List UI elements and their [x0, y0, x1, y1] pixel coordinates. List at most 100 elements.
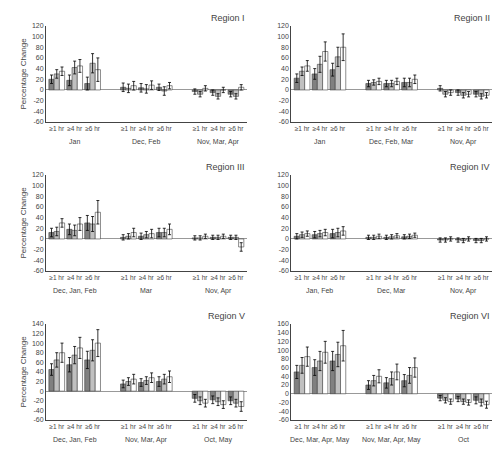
- svg-text:60: 60: [281, 364, 289, 371]
- svg-text:≥1 hr: ≥1 hr: [121, 423, 137, 430]
- svg-text:Region V: Region V: [208, 311, 245, 321]
- svg-text:Jan: Jan: [314, 138, 325, 145]
- svg-text:40: 40: [281, 214, 289, 221]
- svg-text:Dec, Jan, Feb: Dec, Jan, Feb: [53, 436, 97, 443]
- svg-text:Nov, Mar, Apr: Nov, Mar, Apr: [197, 138, 240, 146]
- svg-text:Percentage Change: Percentage Change: [19, 38, 28, 110]
- svg-text:≥1 hr: ≥1 hr: [295, 125, 311, 132]
- svg-text:≥6 hr: ≥6 hr: [85, 423, 101, 430]
- svg-text:80: 80: [36, 44, 44, 51]
- svg-text:≥1 hr: ≥1 hr: [438, 125, 454, 132]
- svg-text:160: 160: [277, 320, 289, 327]
- svg-text:40: 40: [36, 214, 44, 221]
- svg-text:≥6 hr: ≥6 hr: [474, 423, 490, 430]
- svg-text:≥4 hr: ≥4 hr: [139, 125, 155, 132]
- svg-text:120: 120: [32, 330, 44, 337]
- svg-text:-20: -20: [33, 246, 43, 253]
- svg-text:≥4 hr: ≥4 hr: [211, 274, 227, 281]
- svg-text:100: 100: [277, 33, 289, 40]
- svg-text:60: 60: [36, 359, 44, 366]
- svg-text:≥4 hr: ≥4 hr: [211, 423, 227, 430]
- svg-text:100: 100: [32, 182, 44, 189]
- svg-text:0: 0: [285, 390, 289, 397]
- svg-text:20: 20: [281, 76, 289, 83]
- svg-text:0: 0: [285, 235, 289, 242]
- svg-text:≥1 hr: ≥1 hr: [366, 274, 382, 281]
- svg-text:≥1 hr: ≥1 hr: [193, 125, 209, 132]
- svg-text:≥6 hr: ≥6 hr: [402, 125, 418, 132]
- svg-text:≥6 hr: ≥6 hr: [229, 423, 245, 430]
- svg-text:0: 0: [40, 86, 44, 93]
- svg-text:-60: -60: [279, 416, 289, 423]
- svg-text:≥4 hr: ≥4 hr: [384, 274, 400, 281]
- svg-text:120: 120: [32, 171, 44, 178]
- svg-text:≥6 hr: ≥6 hr: [330, 274, 346, 281]
- svg-text:≥1 hr: ≥1 hr: [193, 423, 209, 430]
- svg-text:≥4 hr: ≥4 hr: [139, 274, 155, 281]
- svg-text:-40: -40: [279, 257, 289, 264]
- svg-text:80: 80: [36, 349, 44, 356]
- svg-text:≥6 hr: ≥6 hr: [229, 125, 245, 132]
- svg-text:≥6 hr: ≥6 hr: [229, 274, 245, 281]
- svg-text:80: 80: [281, 355, 289, 362]
- svg-text:Percentage Change: Percentage Change: [19, 187, 28, 259]
- svg-text:-60: -60: [279, 267, 289, 274]
- svg-text:Nov, Mar, Apr: Nov, Mar, Apr: [125, 436, 168, 444]
- svg-text:-20: -20: [279, 97, 289, 104]
- svg-text:Mar: Mar: [140, 287, 153, 294]
- svg-text:40: 40: [36, 65, 44, 72]
- svg-text:0: 0: [285, 86, 289, 93]
- svg-text:Nov, Apr: Nov, Apr: [450, 287, 477, 295]
- svg-text:20: 20: [36, 225, 44, 232]
- svg-text:≥1 hr: ≥1 hr: [366, 125, 382, 132]
- svg-text:-40: -40: [33, 407, 43, 414]
- svg-text:-60: -60: [279, 118, 289, 125]
- svg-text:40: 40: [36, 368, 44, 375]
- svg-text:20: 20: [36, 76, 44, 83]
- svg-text:-20: -20: [279, 246, 289, 253]
- svg-text:≥6 hr: ≥6 hr: [157, 125, 173, 132]
- svg-text:80: 80: [281, 193, 289, 200]
- svg-text:Dec, Feb: Dec, Feb: [132, 138, 161, 145]
- svg-text:40: 40: [281, 373, 289, 380]
- svg-text:Oct: Oct: [458, 436, 469, 443]
- svg-text:Nov, Apr: Nov, Apr: [450, 138, 477, 146]
- svg-text:120: 120: [277, 22, 289, 29]
- svg-text:100: 100: [32, 33, 44, 40]
- svg-text:20: 20: [36, 378, 44, 385]
- svg-text:-40: -40: [33, 108, 43, 115]
- svg-text:≥6 hr: ≥6 hr: [330, 423, 346, 430]
- svg-text:140: 140: [32, 320, 44, 327]
- svg-text:≥4 hr: ≥4 hr: [139, 423, 155, 430]
- svg-text:20: 20: [281, 381, 289, 388]
- svg-text:60: 60: [281, 54, 289, 61]
- svg-text:80: 80: [281, 44, 289, 51]
- svg-text:-20: -20: [33, 97, 43, 104]
- svg-text:-60: -60: [33, 416, 43, 423]
- svg-text:Dec, Feb, Mar: Dec, Feb, Mar: [369, 138, 414, 145]
- svg-text:≥4 hr: ≥4 hr: [456, 125, 472, 132]
- svg-text:≥6 hr: ≥6 hr: [85, 274, 101, 281]
- svg-text:100: 100: [277, 347, 289, 354]
- svg-text:120: 120: [32, 22, 44, 29]
- svg-text:Jan, Feb: Jan, Feb: [306, 287, 333, 294]
- svg-text:≥1 hr: ≥1 hr: [438, 274, 454, 281]
- svg-text:Jan: Jan: [69, 138, 80, 145]
- svg-text:Dec, Mar: Dec, Mar: [377, 287, 406, 294]
- svg-text:-60: -60: [33, 267, 43, 274]
- svg-text:≥1 hr: ≥1 hr: [49, 423, 65, 430]
- svg-text:120: 120: [277, 338, 289, 345]
- svg-text:≥6 hr: ≥6 hr: [330, 125, 346, 132]
- svg-text:≥4 hr: ≥4 hr: [384, 125, 400, 132]
- svg-text:≥1 hr: ≥1 hr: [121, 125, 137, 132]
- svg-text:Nov, Mar, Apr, May: Nov, Mar, Apr, May: [362, 436, 421, 444]
- svg-text:≥6 hr: ≥6 hr: [85, 125, 101, 132]
- svg-text:≥6 hr: ≥6 hr: [474, 274, 490, 281]
- svg-text:60: 60: [36, 203, 44, 210]
- svg-text:Percentage Change: Percentage Change: [19, 336, 28, 408]
- svg-text:-20: -20: [33, 397, 43, 404]
- svg-text:40: 40: [281, 65, 289, 72]
- svg-text:-40: -40: [279, 408, 289, 415]
- svg-text:0: 0: [40, 235, 44, 242]
- svg-text:100: 100: [32, 340, 44, 347]
